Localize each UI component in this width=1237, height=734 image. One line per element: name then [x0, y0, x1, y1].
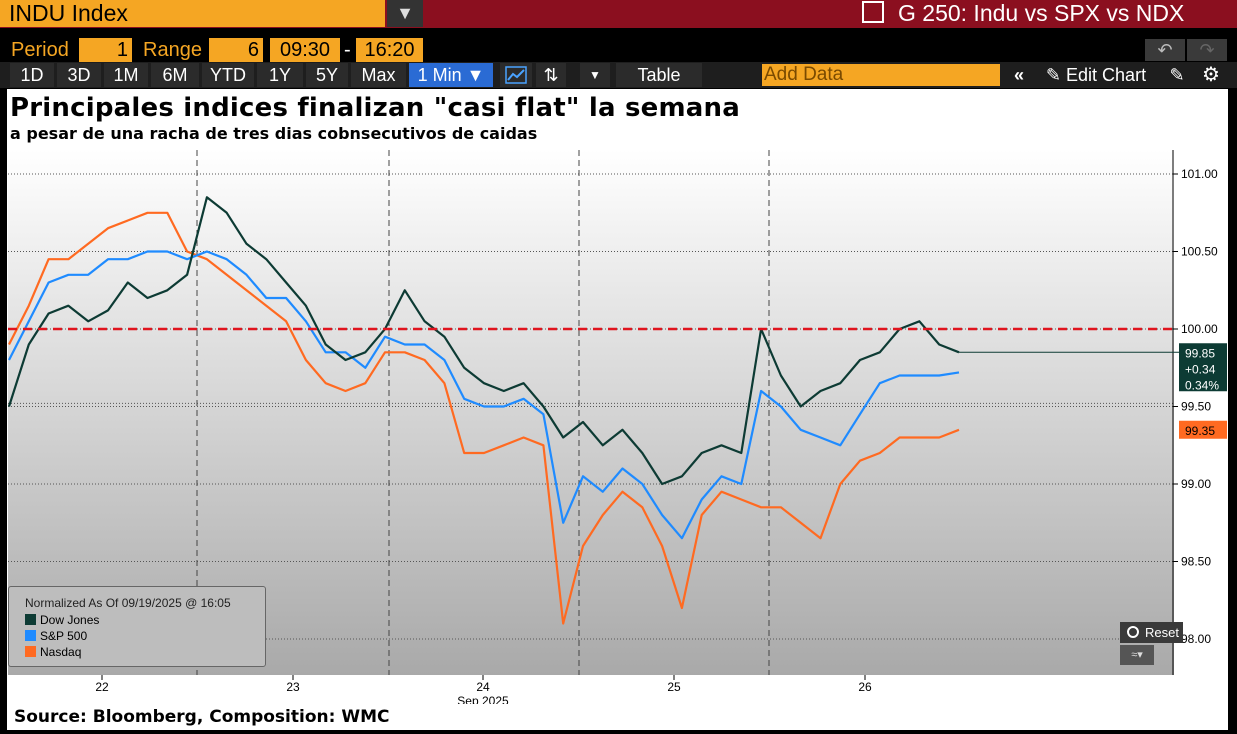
chart-source: Source: Bloomberg, Composition: WMC: [14, 707, 390, 727]
x-tick-label: 26: [858, 680, 872, 694]
bar-chart-icon[interactable]: ⇅: [536, 63, 566, 87]
edit-chart-button[interactable]: ✎ Edit Chart: [1036, 63, 1156, 87]
y-tick-label: 100.00: [1181, 322, 1218, 336]
legend-swatch: [25, 646, 36, 657]
range-button-ytd[interactable]: YTD: [202, 63, 254, 87]
x-tick-label: 22: [95, 680, 109, 694]
time-separator: -: [344, 39, 351, 61]
ticker-dropdown-icon[interactable]: ▼: [387, 0, 423, 27]
range-label: Range: [143, 39, 202, 61]
y-tick-label: 101.00: [1181, 167, 1218, 181]
collapse-icon[interactable]: «: [1006, 63, 1032, 87]
chart-headline: Principales indices finalizan "casi flat…: [10, 93, 740, 123]
edit-chart-label: Edit Chart: [1066, 65, 1147, 85]
y-tick-label: 98.50: [1181, 555, 1211, 569]
end-time-input[interactable]: 16:20: [356, 38, 423, 62]
ticker-field[interactable]: INDU Index: [0, 0, 385, 27]
series-line-dow-jones: [7, 196, 960, 486]
legend-item[interactable]: Dow Jones: [15, 612, 99, 628]
dow-last-label: 99.85: [1185, 346, 1215, 360]
legend-label: Dow Jones: [40, 613, 100, 627]
range-button-max[interactable]: Max: [351, 63, 406, 87]
series-line-nasdaq: [8, 211, 960, 625]
range-button-6m[interactable]: 6M: [151, 63, 199, 87]
period-input[interactable]: 1: [79, 38, 132, 62]
range-button-1m[interactable]: 1M: [104, 63, 148, 87]
window-title-text: G 250: Indu vs SPX vs NDX: [898, 0, 1185, 26]
settings-gear-icon[interactable]: ⚙: [1198, 63, 1224, 87]
legend: Normalized As Of 09/19/2025 @ 16:05 Dow …: [8, 586, 266, 667]
reset-label: Reset: [1145, 625, 1179, 640]
range-button-1d[interactable]: 1D: [10, 63, 54, 87]
chart-mini-menu-icon[interactable]: ≈▾: [1120, 645, 1154, 665]
range-button-5y[interactable]: 5Y: [306, 63, 348, 87]
nasdaq-last-label-box: [1179, 420, 1227, 439]
x-axis-month-label: Sep 2025: [457, 694, 509, 704]
annotate-icon[interactable]: ✎: [1164, 63, 1190, 87]
legend-swatch: [25, 630, 36, 641]
reset-icon: [1127, 626, 1139, 638]
external-link-icon[interactable]: [862, 1, 884, 23]
table-button[interactable]: Table: [616, 63, 702, 87]
window-title: G 250: Indu vs SPX vs NDX: [862, 0, 1184, 27]
y-tick-label: 100.50: [1181, 245, 1218, 259]
chart-type-dropdown-icon[interactable]: ▼: [580, 63, 610, 87]
x-tick-label: 24: [476, 680, 490, 694]
range-button-1y[interactable]: 1Y: [257, 63, 303, 87]
chart-subheadline: a pesar de una racha de tres dias cobnse…: [10, 124, 538, 143]
legend-label: Nasdaq: [40, 645, 82, 659]
interval-dropdown[interactable]: 1 Min ▼: [409, 63, 493, 87]
range-input[interactable]: 6: [209, 38, 263, 62]
undo-icon[interactable]: ↶: [1145, 39, 1185, 61]
legend-item[interactable]: S&P 500: [15, 628, 99, 644]
legend-label: S&P 500: [40, 629, 88, 643]
legend-title: Normalized As Of 09/19/2025 @ 16:05: [25, 596, 231, 610]
dow-last-label-box: [1179, 343, 1227, 392]
y-tick-label: 98.00: [1181, 632, 1211, 646]
nasdaq-last-label: 99.35: [1185, 424, 1215, 438]
x-tick-label: 23: [286, 680, 300, 694]
range-button-3d[interactable]: 3D: [57, 63, 101, 87]
x-tick-label: 25: [667, 680, 681, 694]
redo-icon[interactable]: ↷: [1187, 39, 1227, 61]
reset-button[interactable]: Reset: [1120, 622, 1183, 643]
legend-item[interactable]: Nasdaq: [15, 644, 99, 660]
pencil-icon: ✎: [1045, 65, 1062, 85]
y-tick-label: 99.00: [1181, 477, 1211, 491]
add-data-input[interactable]: Add Data: [762, 64, 1000, 86]
y-tick-label: 99.50: [1181, 400, 1211, 414]
series-line-s-p-500: [8, 250, 960, 540]
dow-last-label: 0.34%: [1185, 378, 1219, 392]
dow-last-label: +0.34: [1185, 362, 1216, 376]
legend-swatch: [25, 614, 36, 625]
source-bar: [7, 704, 1228, 730]
line-chart-icon[interactable]: [500, 63, 532, 87]
start-time-input[interactable]: 09:30: [270, 38, 340, 62]
period-label: Period: [11, 39, 69, 61]
